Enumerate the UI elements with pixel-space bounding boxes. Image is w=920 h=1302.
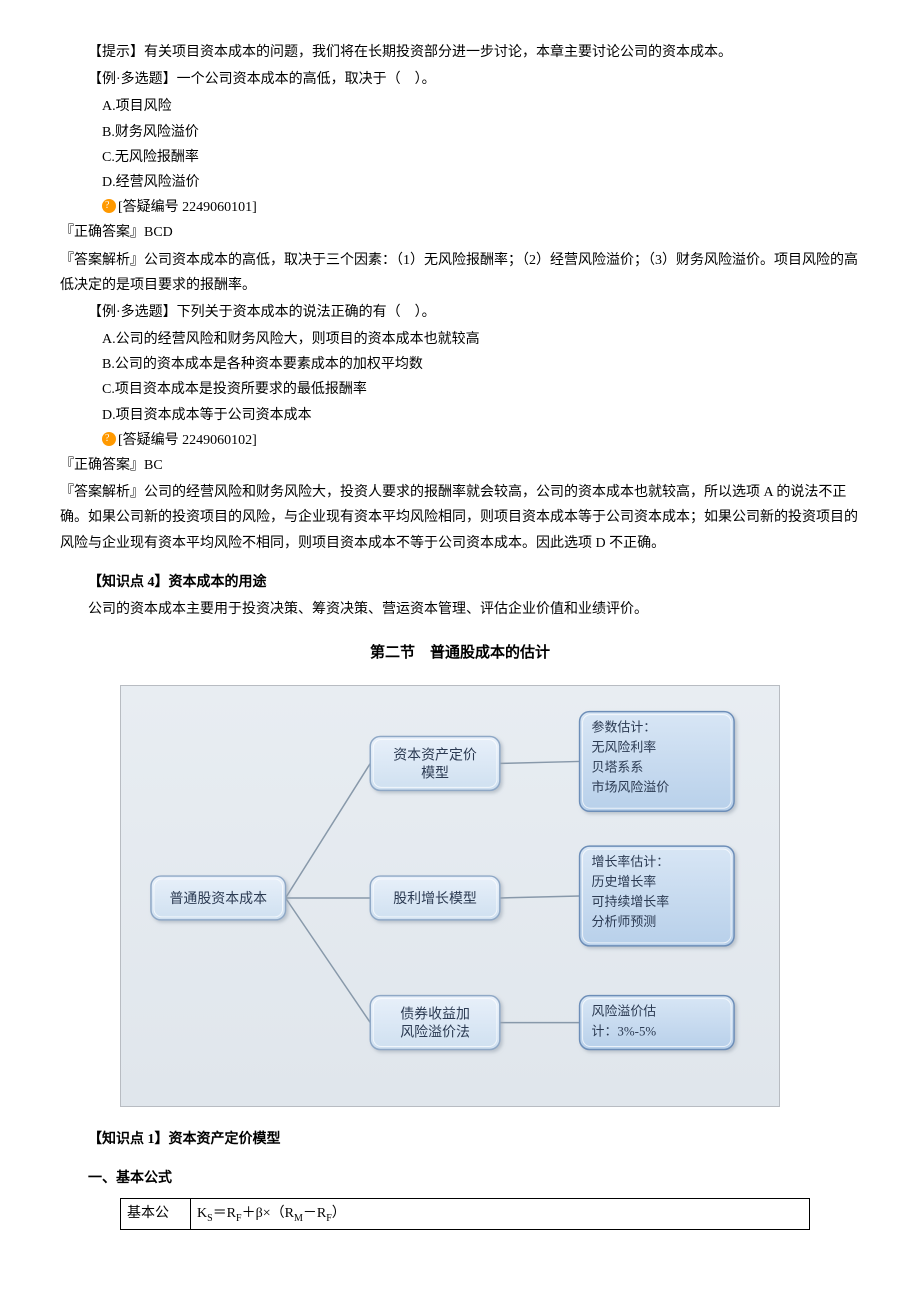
svg-text:市场风险溢价: 市场风险溢价 xyxy=(592,779,670,794)
q1-option-c: C.无风险报酬率 xyxy=(60,145,860,170)
q1-id-text: [答疑编号 2249060101] xyxy=(118,200,257,215)
tip-paragraph: 【提示】有关项目资本成本的问题，我们将在长期投资部分进一步讨论，本章主要讨论公司… xyxy=(60,40,860,65)
svg-text:可持续增长率: 可持续增长率 xyxy=(592,894,670,909)
svg-text:分析师预测: 分析师预测 xyxy=(592,914,657,929)
svg-text:资本资产定价: 资本资产定价 xyxy=(393,748,477,764)
q2-analysis: 『答案解析』公司的经营风险和财务风险大，投资人要求的报酬率就会较高，公司的资本成… xyxy=(60,480,860,556)
q1-correct-answer: 『正确答案』BCD xyxy=(60,220,860,245)
q2-id-text: [答疑编号 2249060102] xyxy=(118,433,257,448)
q2-correct-answer: 『正确答案』BC xyxy=(60,453,860,478)
kp4-body: 公司的资本成本主要用于投资决策、筹资决策、营运资本管理、评估企业价值和业绩评价。 xyxy=(60,597,860,622)
q1-option-d: D.经营风险溢价 xyxy=(60,170,860,195)
svg-text:计：3%-5%: 计：3%-5% xyxy=(592,1024,657,1039)
bullet-icon xyxy=(102,199,116,213)
svg-text:贝塔系系: 贝塔系系 xyxy=(592,760,644,775)
kp4-title: 【知识点 4】资本成本的用途 xyxy=(60,570,860,595)
q1-analysis: 『答案解析』公司资本成本的高低，取决于三个因素：（1）无风险报酬率；（2）经营风… xyxy=(60,248,860,298)
formula-table: 基本公 KS＝RF＋β×（RM－RF） xyxy=(120,1198,810,1231)
q1-option-b: B.财务风险溢价 xyxy=(60,120,860,145)
q1-stem: 【例·多选题】一个公司资本成本的高低，取决于（ ）。 xyxy=(60,67,860,92)
q2-option-c: C.项目资本成本是投资所要求的最低报酬率 xyxy=(60,377,860,402)
svg-text:历史增长率: 历史增长率 xyxy=(592,874,657,889)
kp1-sub1: 一、基本公式 xyxy=(60,1166,860,1191)
kp1-title: 【知识点 1】资本资产定价模型 xyxy=(60,1127,860,1152)
svg-text:增长率估计：: 增长率估计： xyxy=(592,854,670,869)
svg-text:普通股资本成本: 普通股资本成本 xyxy=(169,891,267,907)
q2-stem: 【例·多选题】下列关于资本成本的说法正确的有（ ）。 xyxy=(60,300,860,325)
svg-text:模型: 模型 xyxy=(421,766,449,782)
section-2-title: 第二节 普通股成本的估计 xyxy=(60,640,860,667)
svg-text:风险溢价估: 风险溢价估 xyxy=(592,1004,657,1019)
q2-option-a: A.公司的经营风险和财务风险大，则项目的资本成本也就较高 xyxy=(60,327,860,352)
diagram-svg: 普通股资本成本 资本资产定价模型股利增长模型债券收益加风险溢价法 参数估计： 无风险利… xyxy=(141,706,759,1086)
q2-answer-id: [答疑编号 2249060102] xyxy=(60,428,860,453)
q1-answer-id: [答疑编号 2249060101] xyxy=(60,195,860,220)
bullet-icon xyxy=(102,432,116,446)
svg-text:股利增长模型: 股利增长模型 xyxy=(393,891,477,907)
svg-text:参数估计：: 参数估计： xyxy=(592,720,657,735)
svg-text:无风险利率: 无风险利率 xyxy=(592,740,657,755)
svg-text:风险溢价法: 风险溢价法 xyxy=(400,1025,470,1041)
q2-option-b: B.公司的资本成本是各种资本要素成本的加权平均数 xyxy=(60,352,860,377)
formula-cell: KS＝RF＋β×（RM－RF） xyxy=(191,1198,810,1230)
q1-option-a: A.项目风险 xyxy=(60,94,860,119)
svg-text:债券收益加: 债券收益加 xyxy=(400,1007,470,1023)
equity-cost-diagram: 普通股资本成本 资本资产定价模型股利增长模型债券收益加风险溢价法 参数估计： 无风险利… xyxy=(120,685,780,1107)
formula-label-cell: 基本公 xyxy=(121,1198,191,1230)
table-row: 基本公 KS＝RF＋β×（RM－RF） xyxy=(121,1198,810,1230)
q2-option-d: D.项目资本成本等于公司资本成本 xyxy=(60,403,860,428)
